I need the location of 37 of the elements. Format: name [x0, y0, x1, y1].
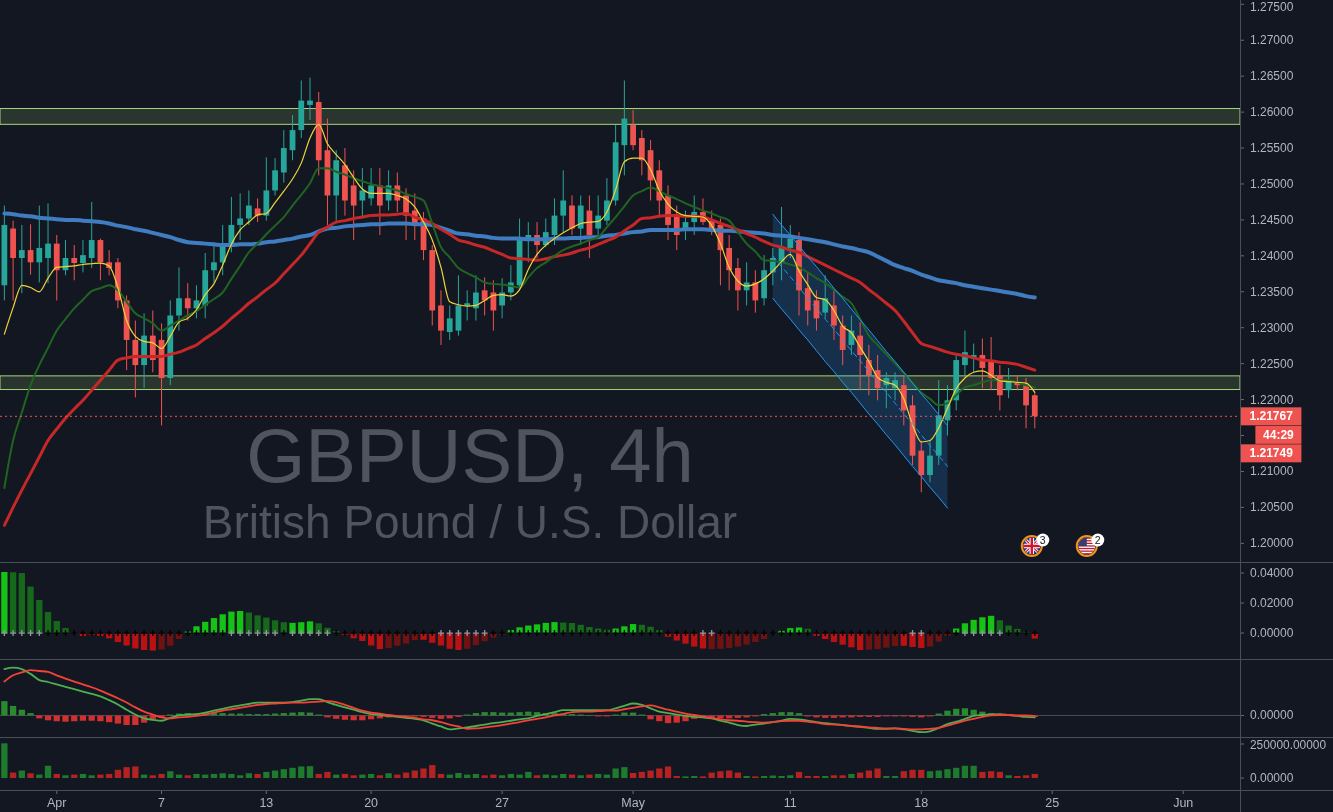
y-tick-label: 1.26000	[1250, 105, 1294, 120]
x-tick-label: Apr	[47, 796, 67, 810]
text: British Pound / U.S. Dollar	[202, 496, 738, 548]
y-tick-label: 1.24000	[1250, 248, 1294, 263]
y-tick-label: 1.27500	[1250, 0, 1294, 14]
x-tick-label: 27	[495, 796, 510, 810]
y-tick-label: 0.00000	[1250, 626, 1294, 641]
x-tick-label: Jun	[1173, 796, 1194, 810]
y-tick-label: 1.20000	[1250, 536, 1294, 551]
y-tick-label: 1.21000	[1250, 464, 1294, 479]
x-tick-label: May	[621, 796, 646, 810]
y-tick-label: 1.23500	[1250, 284, 1294, 299]
text: 44:29	[1263, 427, 1295, 442]
x-tick-label: 25	[1045, 796, 1060, 810]
y-tick-label: 0.00000	[1250, 771, 1294, 786]
y-tick-label: 1.26500	[1250, 69, 1294, 84]
y-tick-label: 1.23000	[1250, 320, 1294, 335]
y-tick-label: 0.02000	[1250, 596, 1294, 611]
y-tick-label: 0.04000	[1250, 566, 1294, 581]
annotation: 2	[1094, 534, 1101, 546]
ref-line-label: 1.21767	[1249, 409, 1294, 424]
x-tick-label: 13	[259, 796, 274, 810]
x-tick-label: 20	[364, 796, 379, 810]
y-tick-label: 1.22000	[1250, 392, 1294, 407]
y-tick-label: 1.20500	[1250, 500, 1294, 515]
y-tick-label: 1.27000	[1250, 33, 1294, 48]
y-tick-label: 1.25000	[1250, 176, 1294, 191]
y-tick-label: 1.22500	[1250, 356, 1294, 371]
annotation: 3	[1039, 534, 1046, 546]
y-tick-label: 1.24500	[1250, 212, 1294, 227]
text: 1.21749	[1249, 446, 1294, 461]
y-tick-label: 1.25500	[1250, 141, 1294, 156]
x-tick-label: 11	[783, 796, 797, 810]
x-tick-label: 18	[914, 796, 929, 810]
x-tick-label: 7	[158, 796, 166, 810]
text: GBPUSD, 4h	[246, 413, 694, 498]
y-tick-label: 250000.00000	[1250, 738, 1327, 752]
